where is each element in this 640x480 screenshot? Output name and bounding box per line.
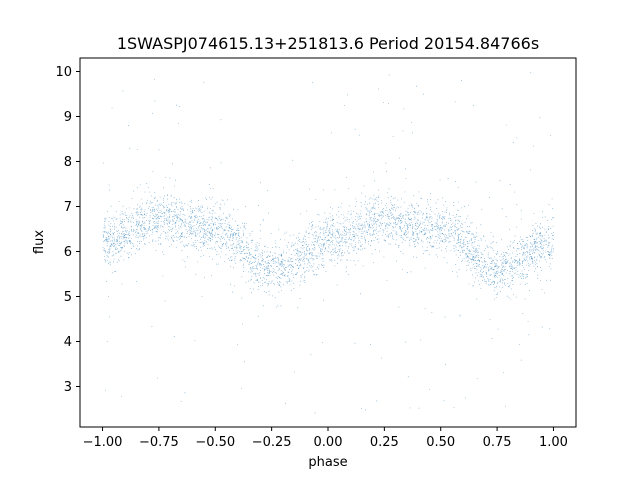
y-tick-label: 10 bbox=[55, 65, 72, 80]
x-tick-label: 0.00 bbox=[314, 435, 343, 450]
y-tick-label: 7 bbox=[64, 200, 72, 215]
x-tick-label: −0.75 bbox=[139, 435, 179, 450]
x-tick-label: 1.00 bbox=[539, 435, 568, 450]
x-tick-label: 0.25 bbox=[370, 435, 399, 450]
scatter-points bbox=[102, 72, 554, 414]
x-tick-label: −1.00 bbox=[83, 435, 123, 450]
plot-area bbox=[80, 58, 576, 427]
x-tick-label: −0.25 bbox=[252, 435, 292, 450]
scatter-point-cloud bbox=[102, 72, 554, 414]
y-axis-label: flux bbox=[32, 230, 47, 254]
x-tick-label: 0.50 bbox=[426, 435, 455, 450]
x-axis: −1.00 −0.75 −0.50 −0.25 0.00 0.25 0.50 0.75 1.00 bbox=[83, 427, 568, 450]
y-tick-label: 8 bbox=[64, 155, 72, 170]
x-tick-label: 0.75 bbox=[483, 435, 512, 450]
y-tick-label: 9 bbox=[64, 110, 72, 125]
y-tick-label: 4 bbox=[64, 335, 72, 350]
y-tick-label: 5 bbox=[64, 290, 72, 305]
x-tick-label: −0.50 bbox=[195, 435, 235, 450]
y-tick-label: 6 bbox=[64, 245, 72, 260]
y-tick-label: 3 bbox=[64, 380, 72, 395]
chart-title: 1SWASPJ074615.13+251813.6 Period 20154.8… bbox=[117, 34, 539, 53]
x-axis-label: phase bbox=[308, 455, 347, 470]
y-axis: 3 4 5 6 7 8 9 10 bbox=[55, 65, 80, 395]
